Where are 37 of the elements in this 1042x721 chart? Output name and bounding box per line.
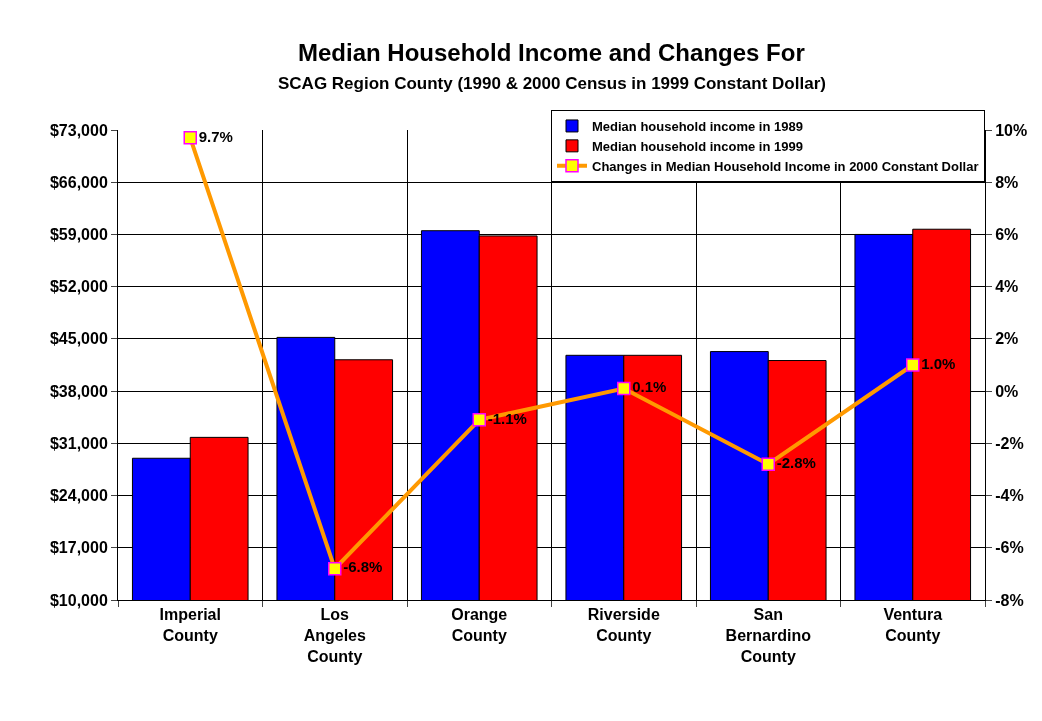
chart-subtitle: SCAG Region County (1990 & 2000 Census in 1999 Constant Dollar) (278, 74, 826, 93)
y2-tick-label: 2% (995, 330, 1019, 348)
y-tick-label: $52,000 (49, 278, 108, 296)
data-label: -2.8% (776, 453, 816, 471)
y2-tick-label: -4% (995, 487, 1024, 505)
legend-label: Changes in Median Household Income in 2000 Constant Dollar (592, 158, 979, 174)
y-tick-label: $59,000 (49, 226, 108, 244)
legend-label: Median household income in 1999 (592, 138, 803, 154)
legend-label: Median household income in 1989 (592, 119, 803, 135)
data-label: -6.8% (343, 558, 383, 576)
y-tick-label: $73,000 (49, 121, 108, 139)
y-tick-label: $45,000 (49, 330, 108, 348)
x-tick-label: Imperial County (159, 606, 221, 644)
y2-tick-label: -6% (995, 539, 1024, 557)
x-tick-label: Los Angeles County (303, 606, 366, 665)
y-tick-label: $17,000 (49, 539, 108, 557)
y2-tick-label: 8% (995, 173, 1019, 191)
data-label: 9.7% (198, 127, 233, 145)
y2-tick-label: 0% (995, 382, 1019, 400)
y-tick-label: $66,000 (49, 173, 108, 191)
x-tick-label: Orange County (451, 606, 508, 644)
y-tick-label: $24,000 (49, 487, 108, 505)
x-tick-label: San Bernardino County (725, 606, 812, 665)
y2-tick-label: 10% (995, 121, 1028, 139)
data-label: -1.1% (487, 409, 527, 427)
y-tick-label: $31,000 (49, 434, 108, 452)
x-tick-label: Riverside County (587, 606, 660, 644)
x-tick-label: Ventura County (883, 606, 943, 644)
data-label: 0.1% (632, 378, 667, 396)
y-tick-label: $38,000 (49, 382, 108, 400)
y2-tick-label: -2% (995, 434, 1024, 452)
data-label: 1.0% (921, 354, 956, 372)
y2-tick-label: 6% (995, 226, 1019, 244)
y2-tick-label: -8% (995, 591, 1024, 609)
y2-tick-label: 4% (995, 278, 1019, 296)
y-tick-label: $10,000 (49, 591, 108, 609)
chart-title: Median Household Income and Changes For (298, 39, 805, 66)
